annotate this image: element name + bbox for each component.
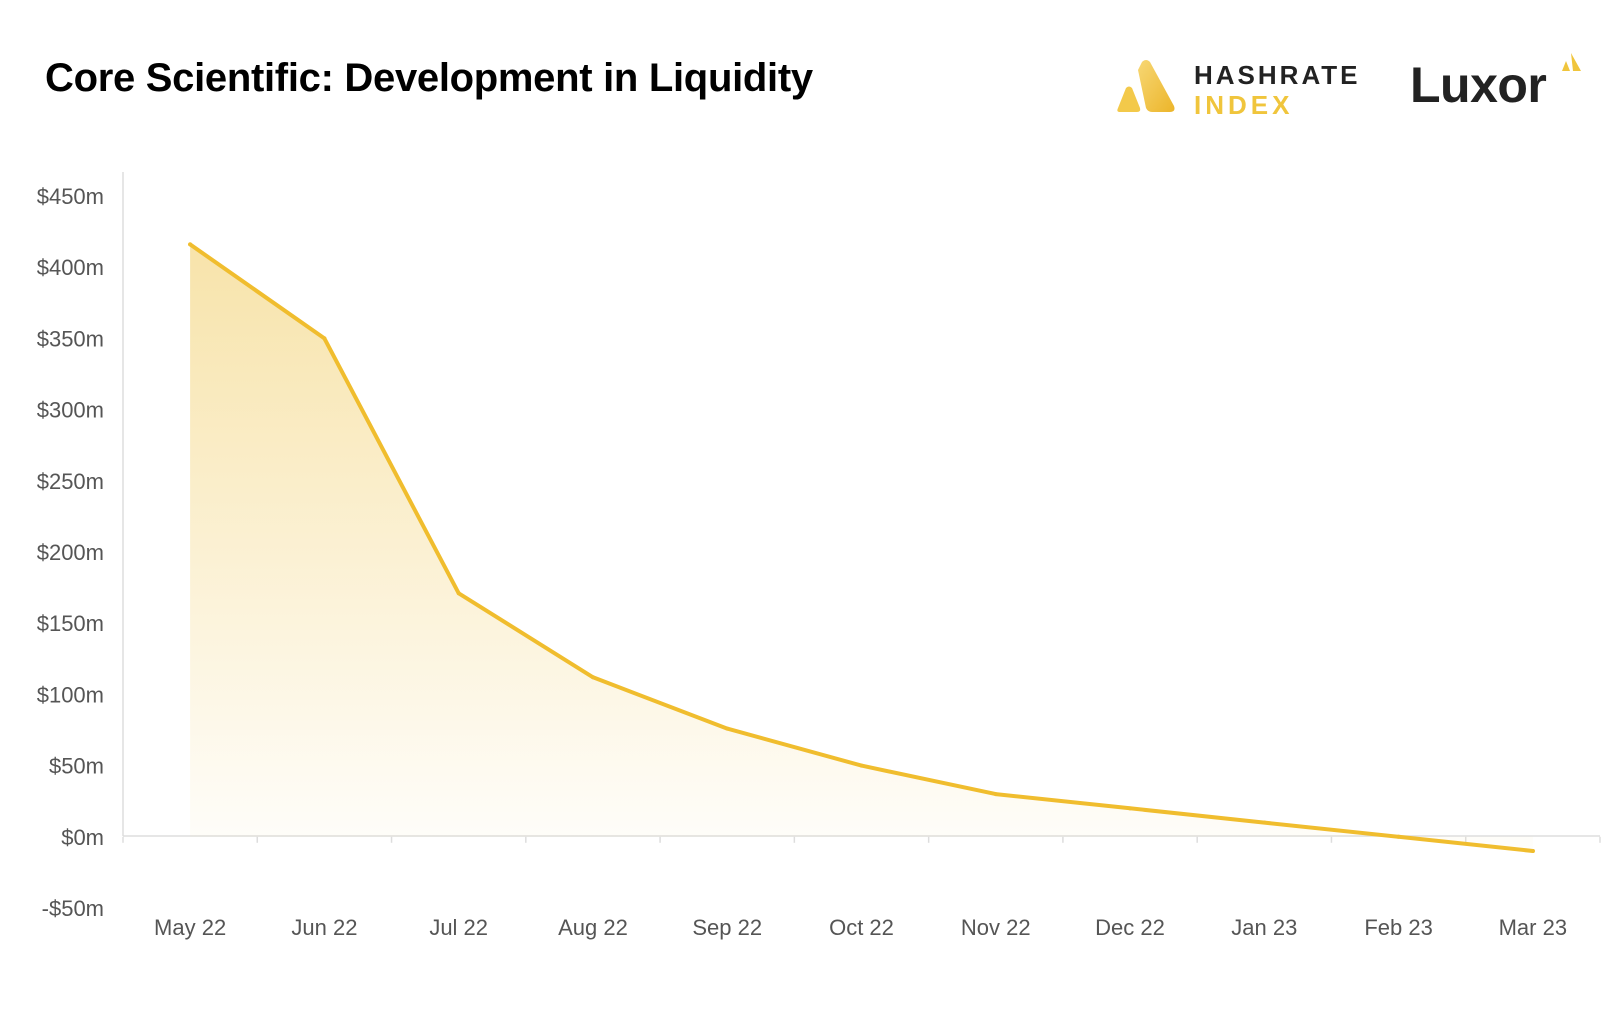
hashrate-index-logo: HASHRATE INDEX xyxy=(1116,58,1358,122)
data-point-jan-23 xyxy=(1262,820,1267,825)
y-tick-label: -$50m xyxy=(42,896,104,921)
data-point-jun-22 xyxy=(322,336,327,341)
x-tick-label: Jul 22 xyxy=(429,915,488,940)
x-tick-label: Jan 23 xyxy=(1231,915,1297,940)
hashrate-index-logo-icon xyxy=(1117,60,1175,112)
data-point-feb-23 xyxy=(1396,834,1401,839)
data-point-dec-22 xyxy=(1128,806,1133,811)
luxor-logo-text: Luxor xyxy=(1410,57,1547,113)
y-tick-label: $250m xyxy=(37,469,104,494)
y-tick-label: $150m xyxy=(37,611,104,636)
data-point-sep-22 xyxy=(725,726,730,731)
luxor-logo-icon xyxy=(1562,53,1581,71)
index-logo-text: INDEX xyxy=(1194,90,1294,120)
data-point-nov-22 xyxy=(993,792,998,797)
data-point-jul-22 xyxy=(456,591,461,596)
data-point-may-22 xyxy=(188,242,193,247)
luxor-logo: Luxor xyxy=(1410,52,1585,122)
x-tick-label: May 22 xyxy=(154,915,226,940)
y-tick-label: $0m xyxy=(61,825,104,850)
y-tick-label: $450m xyxy=(37,184,104,209)
x-tick-label: Mar 23 xyxy=(1499,915,1567,940)
y-tick-label: $50m xyxy=(49,754,104,779)
x-tick-label: Aug 22 xyxy=(558,915,628,940)
y-tick-label: $350m xyxy=(37,326,104,351)
liquidity-area xyxy=(190,244,1533,851)
x-tick-label: Jun 22 xyxy=(291,915,357,940)
y-tick-label: $200m xyxy=(37,540,104,565)
hashrate-logo-text: HASHRATE xyxy=(1194,60,1361,90)
data-point-mar-23 xyxy=(1530,849,1535,854)
x-tick-label: Oct 22 xyxy=(829,915,894,940)
data-point-aug-22 xyxy=(590,675,595,680)
x-tick-label: Nov 22 xyxy=(961,915,1031,940)
y-tick-label: $100m xyxy=(37,682,104,707)
y-tick-label: $300m xyxy=(37,398,104,423)
data-point-oct-22 xyxy=(859,763,864,768)
x-tick-label: Sep 22 xyxy=(692,915,762,940)
x-tick-label: Feb 23 xyxy=(1364,915,1433,940)
y-tick-label: $400m xyxy=(37,255,104,280)
chart-title: Core Scientific: Development in Liquidit… xyxy=(45,56,813,100)
x-tick-label: Dec 22 xyxy=(1095,915,1165,940)
